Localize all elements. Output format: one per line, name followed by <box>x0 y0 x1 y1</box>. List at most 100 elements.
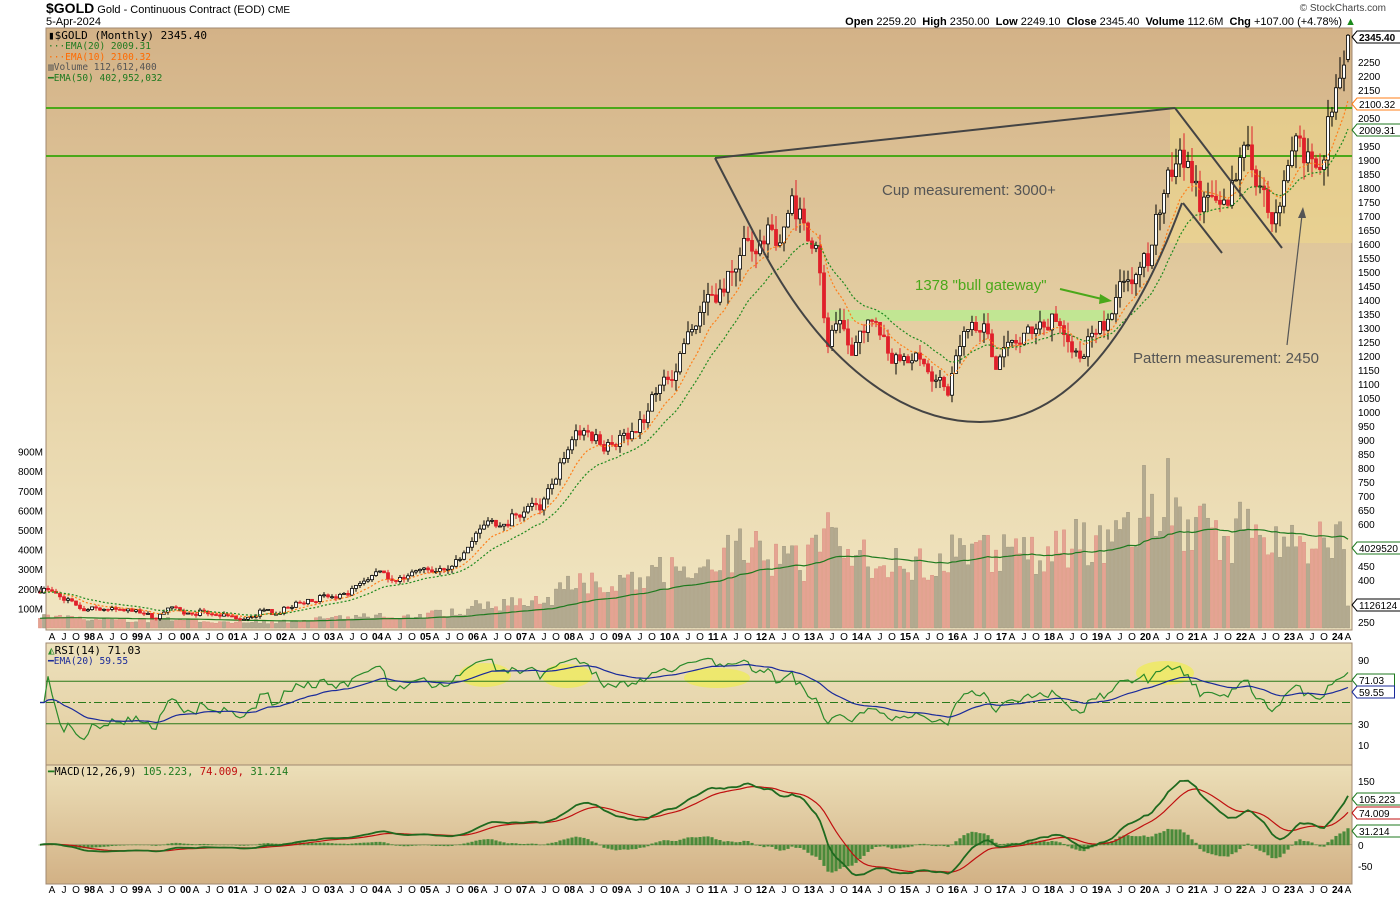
x-tick-label: O <box>456 632 464 643</box>
macd-histogram-bar <box>978 833 982 846</box>
candle-body <box>994 356 998 370</box>
x-tick-label: 13 <box>804 885 816 896</box>
candle-body <box>1222 199 1226 205</box>
candle-body <box>86 609 90 612</box>
x-tick-label: O <box>408 885 416 896</box>
candle-body <box>1102 321 1106 331</box>
candle-body <box>374 571 378 576</box>
candle-body <box>690 329 694 333</box>
price-tick-label: 1050 <box>1358 394 1381 405</box>
volume-bar <box>1022 537 1026 629</box>
volume-bar <box>38 618 42 629</box>
candle-body <box>138 609 142 614</box>
volume-bar <box>114 619 118 629</box>
cup-rim-line <box>714 107 1176 159</box>
volume-bar <box>958 538 962 629</box>
volume-bar <box>1102 563 1106 629</box>
x-tick-label: 08 <box>564 885 576 896</box>
macd-histogram-bar <box>174 842 178 846</box>
macd-histogram-bar <box>1042 841 1046 846</box>
candle <box>654 387 658 402</box>
candle-body <box>1330 111 1334 118</box>
candle <box>638 411 642 440</box>
volume-bar <box>706 559 710 629</box>
legend-macd-value: 105.223, <box>142 766 194 778</box>
x-tick-label: O <box>1224 632 1232 643</box>
volume-bar <box>966 564 970 629</box>
candle-body <box>1182 149 1186 168</box>
volume-bar <box>214 622 218 629</box>
candle <box>850 337 854 356</box>
candle-body <box>150 613 154 619</box>
volume-bar <box>1210 527 1214 629</box>
candle-body <box>1138 266 1142 276</box>
macd-histogram-bar <box>922 843 926 846</box>
candle <box>1310 143 1314 177</box>
candle <box>878 321 882 341</box>
up-triangle-icon: ▲ <box>1345 16 1356 28</box>
x-tick-label: O <box>312 885 320 896</box>
macd-histogram-bar <box>590 841 594 846</box>
candle-body <box>894 354 898 364</box>
volume-bar <box>182 620 186 629</box>
candle-body <box>98 607 102 611</box>
macd-histogram-bar <box>1322 844 1326 847</box>
candle-body <box>214 614 218 616</box>
x-tick-label: O <box>168 885 176 896</box>
x-tick-label: O <box>696 885 704 896</box>
macd-histogram-bar <box>170 843 174 846</box>
candle <box>806 221 810 242</box>
candle <box>666 370 670 385</box>
candle <box>1006 330 1010 357</box>
ema10-badge-text: 2100.32 <box>1359 100 1396 111</box>
pattern-arrow <box>1286 214 1303 346</box>
candle <box>490 518 494 524</box>
volume-bar <box>1066 567 1070 629</box>
candle-body <box>742 237 746 256</box>
x-tick-label: J <box>110 632 115 643</box>
volume-bar <box>738 528 742 629</box>
candle-body <box>1198 180 1202 213</box>
candle <box>970 315 974 336</box>
volume-bar <box>198 621 202 629</box>
macd-histogram-bar <box>654 842 658 846</box>
legend-ema10: EMA(10) 2100.32 <box>65 51 151 63</box>
volume-bar <box>646 576 650 629</box>
x-tick-label: J <box>1022 885 1027 896</box>
x-tick-label: O <box>984 632 992 643</box>
candle <box>854 335 858 356</box>
candle <box>422 566 426 574</box>
candle <box>830 325 834 351</box>
candle <box>1078 341 1082 363</box>
rsi-tick-label: 10 <box>1358 741 1370 752</box>
x-tick-label: 18 <box>1044 632 1056 643</box>
candle <box>502 523 506 531</box>
macd-histogram-bar <box>110 844 114 847</box>
macd-histogram-bar <box>134 844 138 846</box>
volume-bar <box>314 617 318 629</box>
volume-bar <box>1090 562 1094 629</box>
x-tick-label: 14 <box>852 885 864 896</box>
x-tick-label: 22 <box>1236 885 1248 896</box>
volume-bar <box>1114 520 1118 629</box>
macd-histogram-bar <box>1194 842 1198 846</box>
x-tick-label: A <box>97 885 104 896</box>
candle <box>1290 136 1294 168</box>
close-badge-text: 2345.40 <box>1359 33 1396 44</box>
macd-histogram-bar <box>534 843 538 846</box>
volume-bar <box>62 616 66 629</box>
macd-histogram-bar <box>1206 844 1210 854</box>
x-tick-label: A <box>721 632 728 643</box>
candle <box>738 247 742 282</box>
volume-bar <box>82 619 86 629</box>
macd-histogram-bar <box>1138 836 1142 846</box>
price-tick-label: 2250 <box>1358 58 1381 69</box>
volume-bar <box>674 566 678 629</box>
candle <box>710 285 714 296</box>
volume-bar <box>302 620 306 629</box>
signal-badge-frame <box>1351 806 1400 820</box>
candle-body <box>1074 350 1078 353</box>
candle-body <box>218 614 222 617</box>
x-tick-label: O <box>1128 885 1136 896</box>
volume-bar <box>1330 558 1334 629</box>
